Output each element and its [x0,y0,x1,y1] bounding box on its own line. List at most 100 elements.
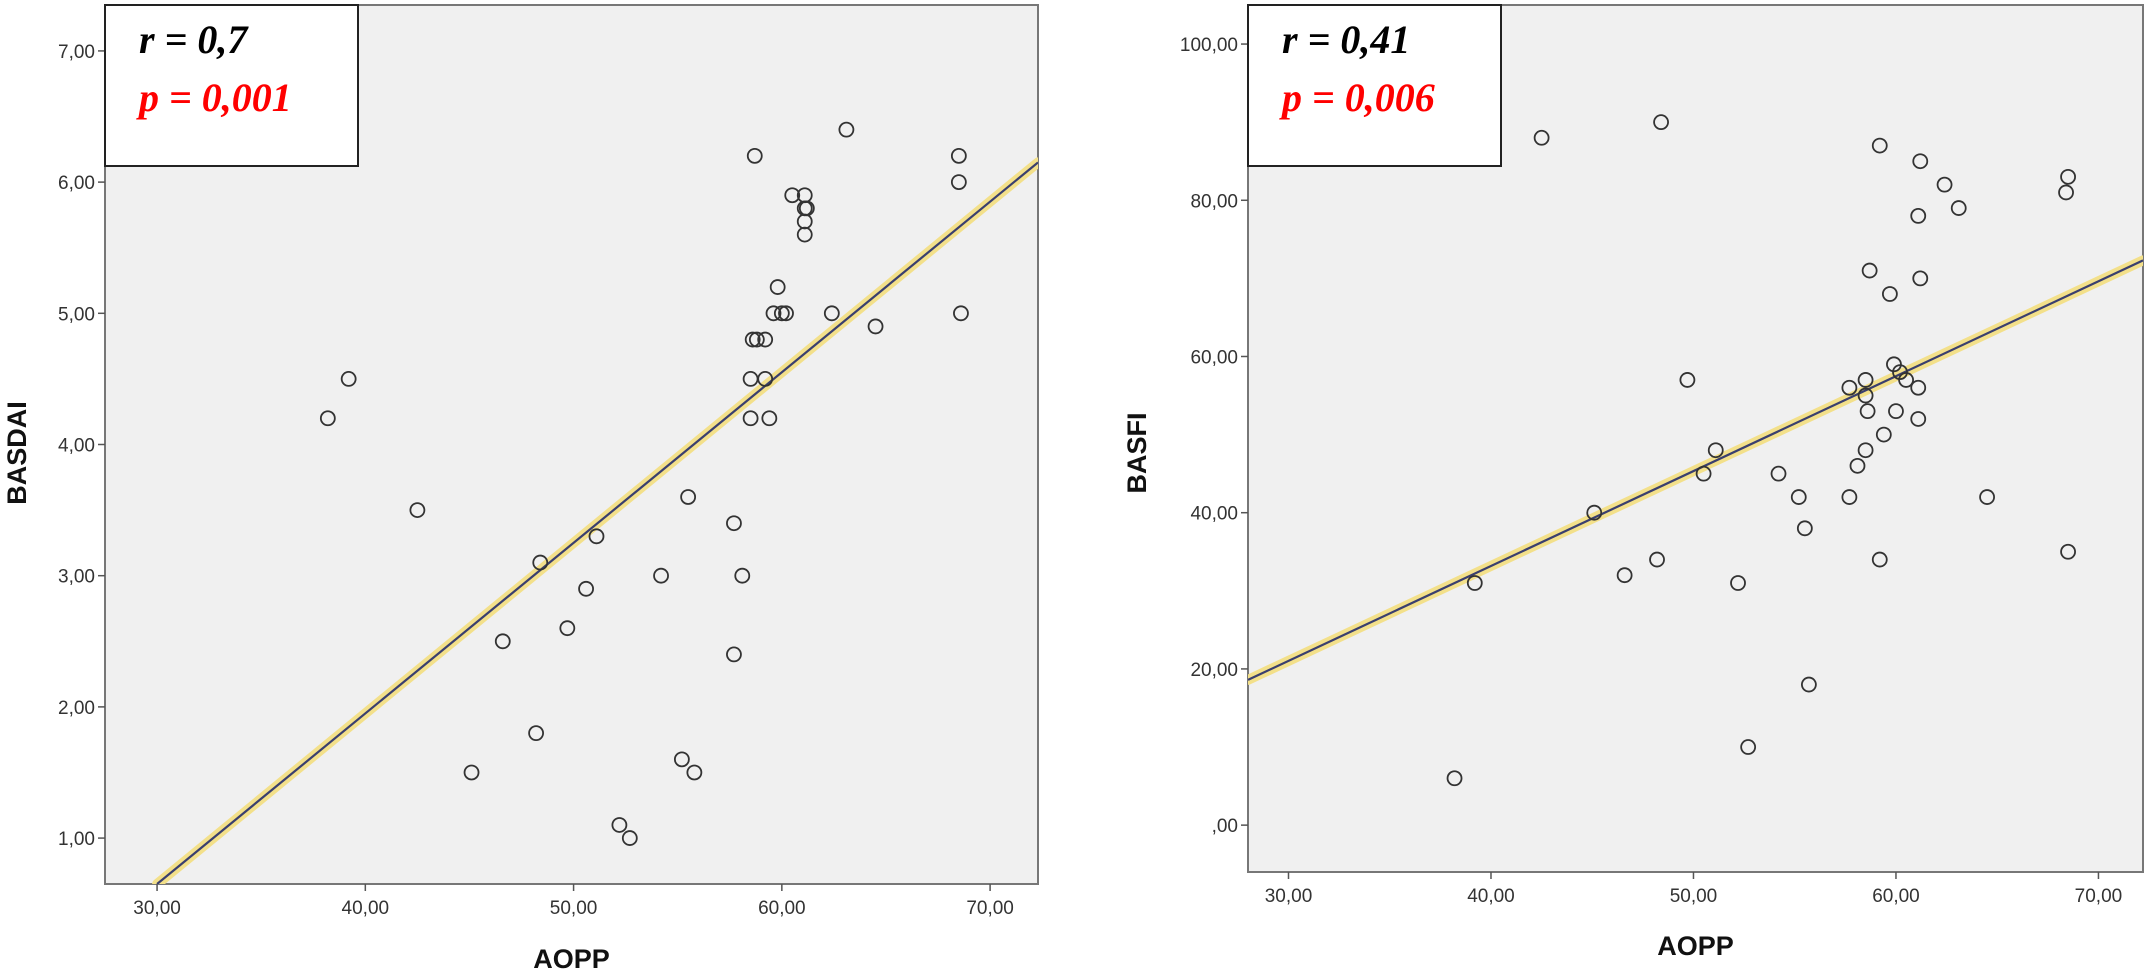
data-point [532,554,549,571]
data-point [2058,184,2074,201]
data-point [680,489,697,505]
data-point [784,187,801,204]
data-point [1910,207,1927,224]
stats-box [104,4,359,167]
data-point [611,817,628,833]
y-tick-label: 1,00 [58,829,95,850]
y-tick-label: 60,00 [1190,347,1238,368]
data-point [761,410,778,427]
data-point [1875,426,1892,443]
data-point [528,725,544,742]
data-point [1679,372,1696,388]
fit-line [1248,259,2143,681]
data-point [838,121,855,138]
data-point [1871,551,1888,568]
data-point [1871,137,1888,154]
data-point [1616,567,1633,584]
data-point [559,620,576,637]
x-tick-label: 50,00 [550,898,598,919]
data-point [1936,176,1953,193]
y-tick-label: 40,00 [1190,504,1238,525]
r-value: r = 0,7 [139,17,249,62]
data-point [1849,457,1866,474]
data-point [1881,286,1898,302]
data-point [765,305,782,322]
x-tick-label: 40,00 [342,898,390,919]
data-point [734,567,751,584]
data-point [726,646,742,663]
data-point [494,633,511,650]
x-tick-label: 30,00 [1265,886,1313,907]
y-tick-label: 20,00 [1190,660,1238,681]
data-point [1861,262,1878,279]
data-point [1533,129,1550,146]
data-point [950,147,967,164]
y-tick-label: 4,00 [58,436,95,457]
x-tick-label: 60,00 [1872,886,1920,907]
y-tick-label: ,00 [1212,816,1238,837]
data-point [1790,489,1807,505]
x-tick-label: 50,00 [1670,886,1718,907]
data-point [1841,489,1858,505]
fit-line [156,161,1038,884]
data-point [823,305,840,322]
data-point [2060,543,2076,560]
data-point [319,410,336,427]
data-point [1740,739,1757,755]
data-point [1859,403,1876,420]
data-point [1649,551,1665,568]
p-value: p = 0,006 [1279,75,1435,120]
x-tick-label: 30,00 [133,898,181,919]
x-tick-label: 70,00 [2075,886,2123,907]
y-tick-label: 80,00 [1190,191,1238,212]
data-point [578,580,594,597]
data-point [726,515,742,532]
data-point [757,371,774,387]
data-point [686,764,703,781]
data-point [748,331,765,348]
data-point [621,830,638,846]
data-point [1857,372,1874,388]
data-point [950,174,967,191]
x-tick-label: 40,00 [1467,886,1515,907]
data-point [1857,387,1874,404]
data-point [1950,200,1967,216]
data-point [1707,442,1724,459]
data-point [1586,504,1603,521]
y-tick-label: 5,00 [58,304,95,325]
y-tick-label: 7,00 [58,42,95,63]
y-tick-label: 100,00 [1180,35,1238,56]
data-point [409,502,426,518]
data-point [1912,153,1929,170]
data-point [1446,770,1463,787]
data-point [1466,575,1483,591]
data-point [773,305,790,322]
data-point [744,331,761,348]
data-point [1695,465,1712,482]
data-point [1796,520,1813,537]
data-point [742,410,759,427]
data-point [1888,403,1904,420]
data-point [1910,411,1927,427]
data-point [1800,676,1817,693]
data-point [2060,168,2076,185]
data-point [757,331,774,348]
data-point [1857,442,1874,459]
x-tick-label: 70,00 [966,898,1014,919]
data-point [867,318,884,335]
r-value: r = 0,41 [1282,17,1410,62]
data-point [340,371,357,387]
basdai-scatter-panel: 30,00 40,00 50,00 60,00 70,00 1,00 2,00 3,00 4,0… [2,4,1039,972]
p-value: p = 0,001 [136,75,292,120]
data-point [673,751,690,768]
y-tick-label: 6,00 [58,173,95,194]
data-point [1730,575,1746,591]
x-axis-label: AOPP [1657,931,1734,961]
x-tick-label: 60,00 [758,898,806,919]
data-point [1653,114,1669,131]
data-point [796,226,813,243]
y-axis-label: BASDAI [2,401,32,505]
data-point [746,147,763,164]
data-point [769,279,786,295]
data-point [1770,465,1787,482]
